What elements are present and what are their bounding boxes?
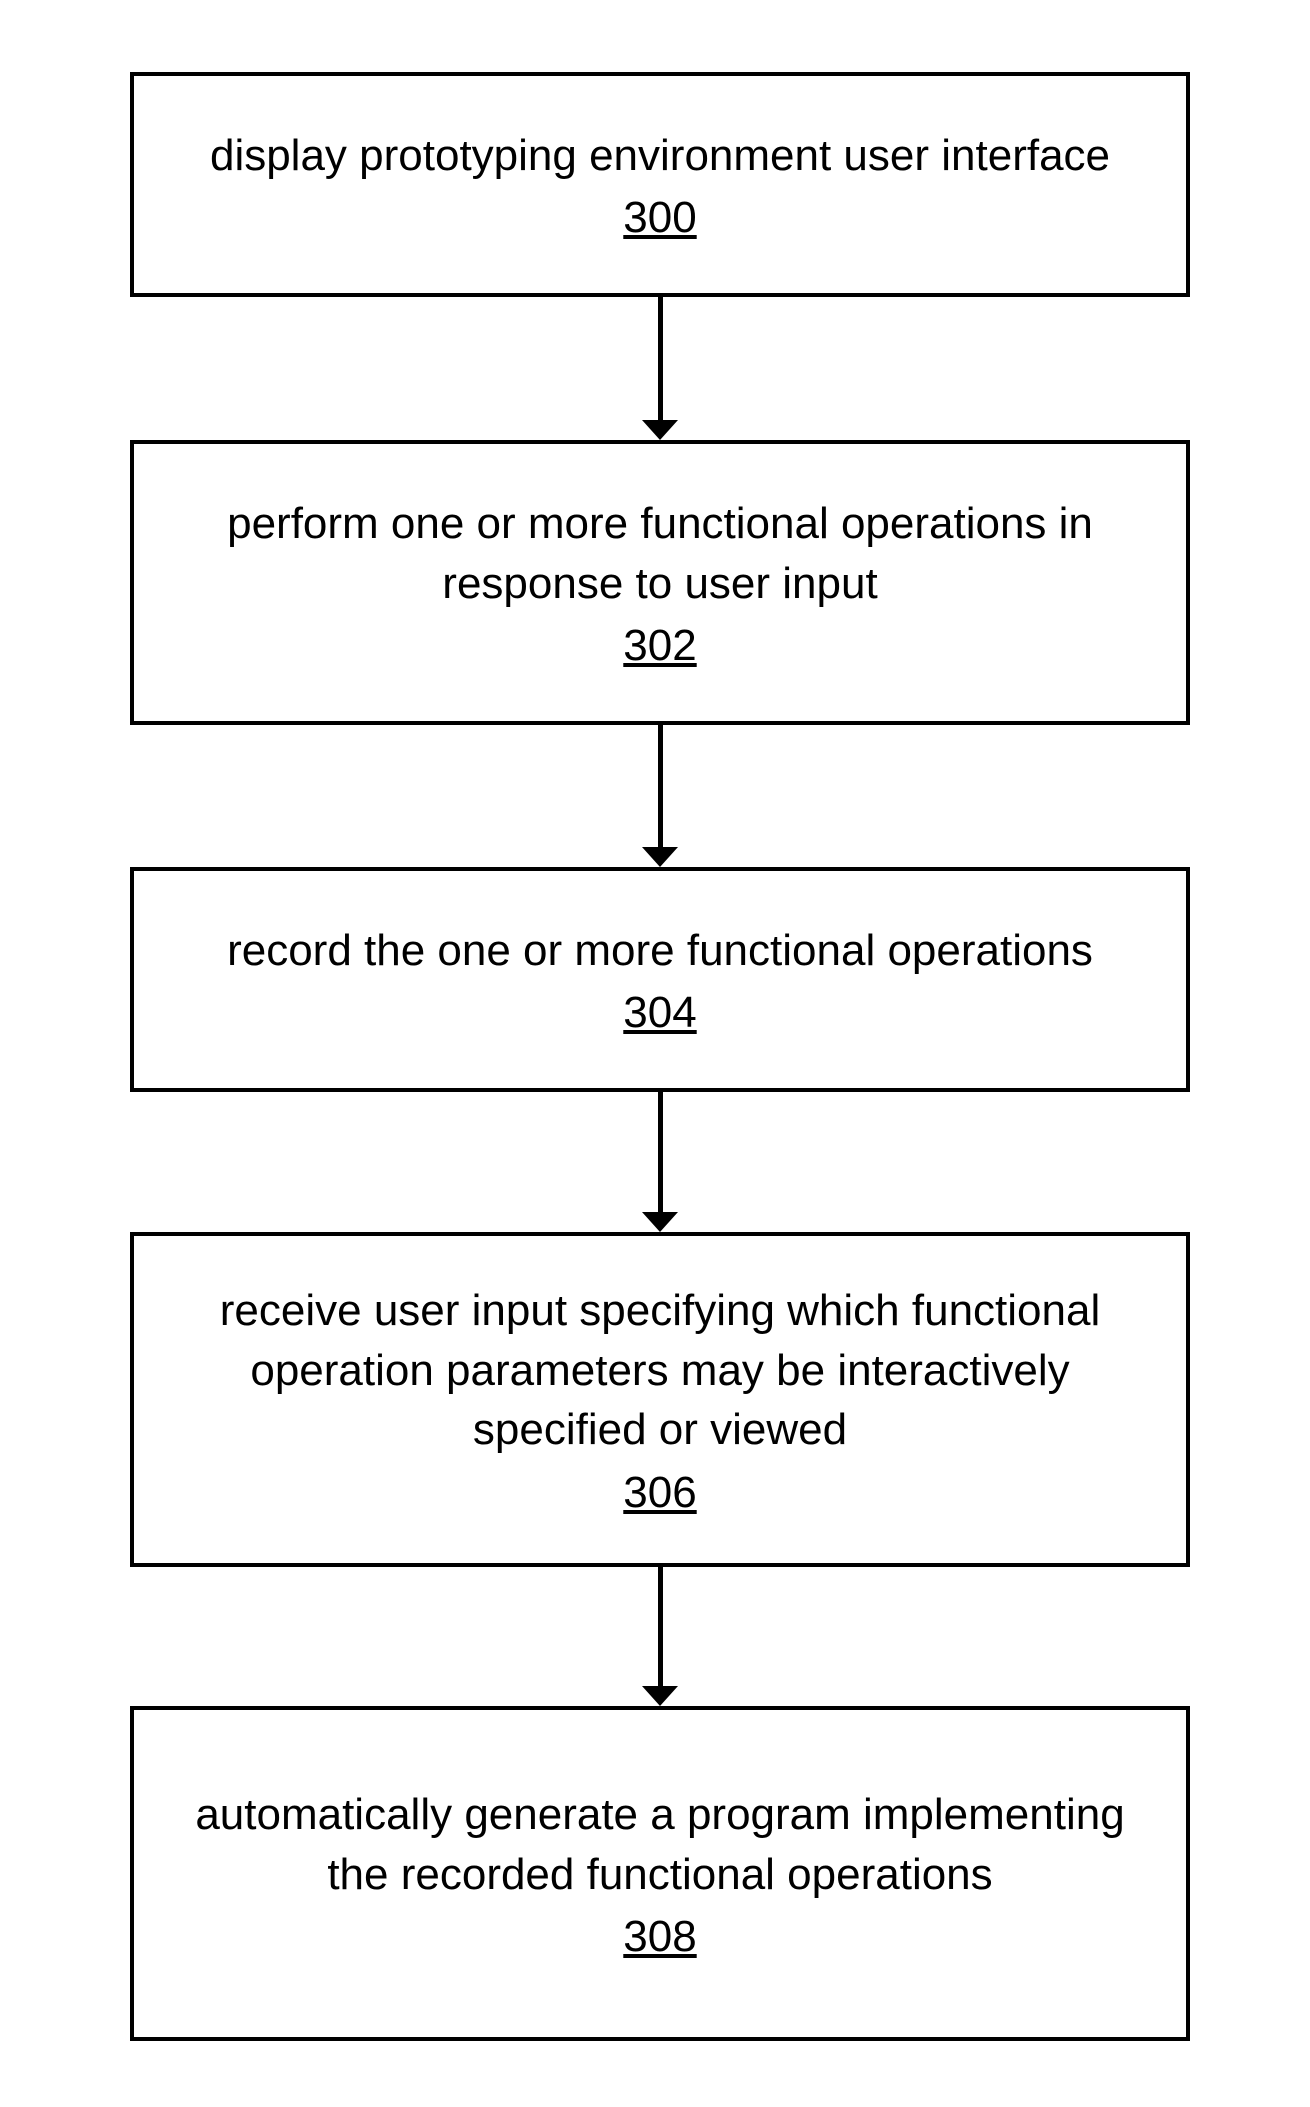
flow-node-number: 306 <box>623 1468 696 1518</box>
flow-node-300: display prototyping environment user int… <box>130 72 1190 297</box>
flow-node-text: perform one or more functional operation… <box>134 494 1186 613</box>
flow-node-302: perform one or more functional operation… <box>130 440 1190 725</box>
flow-node-text: display prototyping environment user int… <box>180 126 1140 185</box>
flow-node-number: 304 <box>623 988 696 1038</box>
flow-node-306: receive user input specifying which func… <box>130 1232 1190 1567</box>
flow-arrow-head-icon <box>642 1212 678 1232</box>
flow-arrow-head-icon <box>642 1686 678 1706</box>
flow-node-number: 302 <box>623 621 696 671</box>
flow-node-text: automatically generate a program impleme… <box>134 1785 1186 1904</box>
flow-arrow-line <box>658 1092 663 1214</box>
flow-node-number: 308 <box>623 1912 696 1962</box>
flow-node-text: record the one or more functional operat… <box>197 921 1123 980</box>
flow-arrow-head-icon <box>642 420 678 440</box>
flow-node-number: 300 <box>623 193 696 243</box>
flow-node-text: receive user input specifying which func… <box>134 1281 1186 1459</box>
flow-arrow-line <box>658 725 663 849</box>
flow-node-304: record the one or more functional operat… <box>130 867 1190 1092</box>
flow-arrow-head-icon <box>642 847 678 867</box>
flow-arrow-line <box>658 1567 663 1688</box>
flow-arrow-line <box>658 297 663 422</box>
flow-node-308: automatically generate a program impleme… <box>130 1706 1190 2041</box>
flowchart-container: display prototyping environment user int… <box>0 0 1310 2107</box>
